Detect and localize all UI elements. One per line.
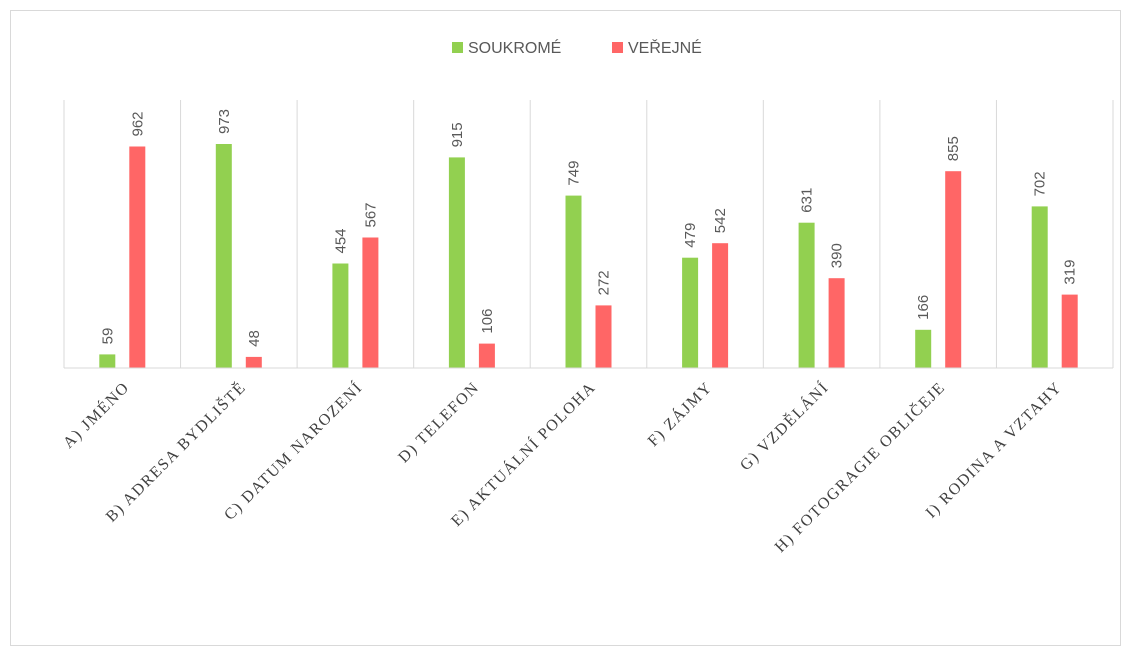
bar-verejne [245, 356, 262, 368]
data-label: 973 [216, 109, 233, 134]
legend-label-verejne: VEŘEJNÉ [628, 38, 702, 57]
legend: SOUKROMÉ VEŘEJNÉ [452, 38, 702, 57]
bar-verejne [1061, 294, 1078, 368]
data-label: 48 [246, 330, 263, 347]
data-label: 962 [129, 111, 146, 136]
data-label: 59 [99, 328, 116, 345]
bar-soukrome [565, 195, 582, 368]
legend-label-soukrome: SOUKROMÉ [468, 38, 561, 57]
legend-swatch-verejne [612, 42, 623, 53]
value-labels: 59 962 973 48 454 567 915 106 749 272 479 542 631 390… [99, 109, 1078, 347]
bar-soukrome [215, 144, 232, 368]
category-label: I) RODINA A VZTAHY [923, 379, 1066, 522]
category-label: A) JMÉNO [59, 377, 133, 451]
data-label: 567 [362, 202, 379, 227]
data-label: 166 [915, 295, 932, 320]
data-label: 749 [566, 161, 583, 186]
data-label: 106 [479, 309, 496, 334]
data-label: 702 [1032, 171, 1049, 196]
gridlines [63, 100, 1114, 368]
data-label: 915 [449, 122, 466, 147]
category-label: F) ZÁJMY [643, 377, 716, 450]
data-label: 390 [829, 243, 846, 268]
bar-soukrome [448, 157, 465, 368]
data-label: 855 [945, 136, 962, 161]
bar-verejne [828, 278, 845, 368]
bar-verejne [362, 237, 379, 368]
bar-soukrome [915, 329, 932, 368]
bars [99, 144, 1078, 368]
legend-swatch-soukrome [452, 42, 463, 53]
bar-verejne [712, 243, 729, 368]
data-label: 454 [332, 228, 349, 253]
bar-soukrome [798, 222, 815, 368]
data-label: 542 [712, 208, 729, 233]
bar-soukrome [99, 354, 116, 368]
chart-frame [10, 10, 1121, 646]
data-label: 319 [1062, 260, 1079, 285]
bar-verejne [595, 305, 612, 368]
data-label: 631 [799, 188, 816, 213]
bar-soukrome [332, 263, 349, 368]
bar-verejne [478, 343, 495, 368]
bar-soukrome [682, 257, 699, 368]
category-label: D) TELEFON [395, 379, 482, 466]
data-label: 479 [682, 223, 699, 248]
category-label: C) DATUM NAROZENÍ [220, 377, 366, 523]
bar-soukrome [1031, 206, 1048, 368]
category-label: G) VZDĚLÁNÍ [736, 377, 833, 474]
bar-verejne [129, 146, 146, 368]
data-label: 272 [596, 270, 613, 295]
bar-verejne [945, 171, 962, 368]
